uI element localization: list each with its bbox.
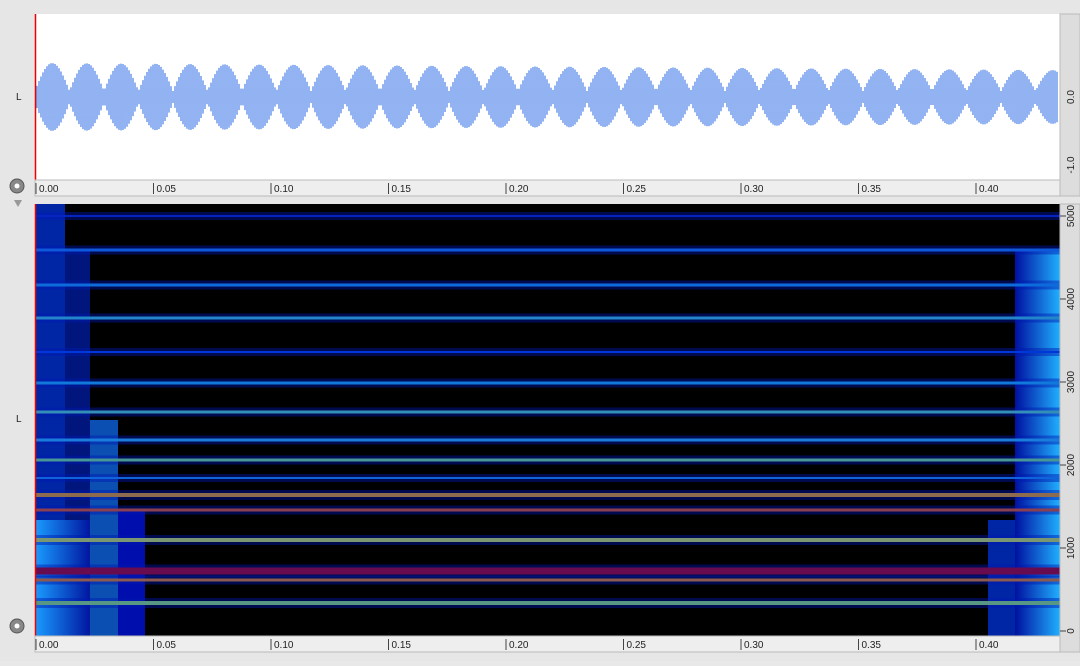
frequency-tick-label: 1000 [1066,536,1077,559]
time-ruler [34,179,1061,197]
frequency-ruler [1059,203,1080,653]
harmonic-band [35,601,1060,605]
harmonic-halo [35,535,1060,545]
harmonic-band [35,248,1060,252]
time-tick-label: 0.30 [744,640,764,651]
time-tick-label: 0.35 [862,184,882,195]
harmonic-band [35,458,1060,462]
time-tick-label: 0.20 [509,184,529,195]
harmonic-band [35,381,1060,385]
harmonic-band [35,493,1060,497]
time-tick-label: 0.15 [392,640,412,651]
harmonic-halo [35,212,1060,220]
time-ruler [34,635,1061,653]
harmonic-halo [35,348,1060,356]
harmonic-halo [35,575,1060,585]
time-tick-label: 0.35 [862,640,882,651]
time-tick-label: 0.25 [627,184,647,195]
harmonic-halo [35,564,1060,578]
time-tick-label: 0.15 [392,184,412,195]
harmonic-band [35,316,1060,320]
spectrogram-area [35,204,1060,636]
waveform [36,63,1058,131]
harmonic-halo [35,313,1060,323]
time-tick-label: 0.30 [744,184,764,195]
harmonic-band [35,215,1060,217]
harmonic-band [35,508,1060,512]
time-tick-label: 0.20 [509,640,529,651]
harmonic-halo [35,598,1060,608]
harmonic-halo [35,455,1060,465]
frequency-tick-label: 3000 [1066,370,1077,393]
harmonic-halo [35,474,1060,482]
amplitude-ruler [1059,13,1080,197]
time-tick-label: 0.25 [627,640,647,651]
channel-label: L [16,92,22,103]
view-toggle-eye [14,623,20,629]
collapse-arrow[interactable] [14,200,22,207]
harmonic-band [35,567,1060,575]
view-toggle-eye [14,183,20,189]
harmonic-halo [35,505,1060,515]
harmonic-halo [35,407,1060,417]
channel-label: L [16,414,22,425]
time-tick-label: 0.10 [274,640,294,651]
onset-energy [90,420,118,636]
harmonic-halo [35,245,1060,255]
harmonic-band [35,477,1060,479]
harmonic-band [35,438,1060,442]
harmonic-band [35,578,1060,582]
frequency-tick-label: 5000 [1066,204,1077,227]
amplitude-tick-label: -1.0 [1066,156,1077,174]
spectrogram [35,204,1060,636]
amplitude-tick-label: 0.0 [1066,90,1077,104]
time-tick-label: 0.40 [979,184,999,195]
harmonic-band [35,283,1060,287]
harmonic-band [35,410,1060,414]
harmonic-halo [35,280,1060,290]
harmonic-halo [35,490,1060,500]
time-tick-label: 0.00 [39,184,59,195]
frequency-tick-label: 4000 [1066,287,1077,310]
harmonic-halo [35,435,1060,445]
harmonic-halo [35,378,1060,388]
time-tick-label: 0.05 [157,640,177,651]
time-tick-label: 0.40 [979,640,999,651]
time-tick-label: 0.05 [157,184,177,195]
frequency-tick-label: 2000 [1066,453,1077,476]
harmonic-band [35,351,1060,353]
harmonic-band [35,538,1060,542]
frequency-tick-label: 0 [1066,628,1077,634]
waveform-trace [36,63,1058,131]
time-tick-label: 0.00 [39,640,59,651]
time-tick-label: 0.10 [274,184,294,195]
